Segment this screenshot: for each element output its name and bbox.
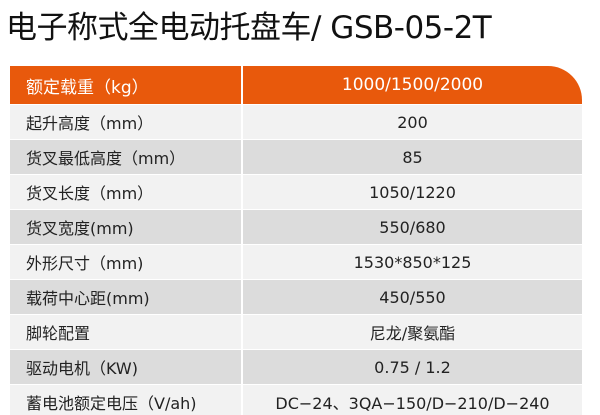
table-row: 货叉宽度(mm) 550/680 — [10, 210, 582, 244]
row-value: 尼龙/聚氨酯 — [243, 315, 582, 349]
table-row: 脚轮配置 尼龙/聚氨酯 — [10, 315, 582, 349]
row-value: 550/680 — [243, 210, 582, 244]
row-label: 驱动电机（KW) — [10, 350, 241, 384]
row-value: 450/550 — [243, 280, 582, 314]
row-value: 200 — [243, 105, 582, 139]
spec-table: 额定载重（kg） 1000/1500/2000 起升高度（mm） 200 货叉最低… — [10, 66, 582, 415]
table-header-row: 额定载重（kg） 1000/1500/2000 — [10, 66, 582, 104]
row-label: 蓄电池额定电压（V/ah) — [10, 385, 241, 415]
table-row: 蓄电池额定电压（V/ah) DC−24、3QA−150/D−210/D−240 — [10, 385, 582, 415]
row-label: 货叉长度（mm） — [10, 175, 241, 209]
row-label: 外形尺寸（mm) — [10, 245, 241, 279]
header-value: 1000/1500/2000 — [243, 66, 582, 104]
table-row: 载荷中心距(mm) 450/550 — [10, 280, 582, 314]
row-value: 0.75 / 1.2 — [243, 350, 582, 384]
row-label: 货叉最低高度（mm） — [10, 140, 241, 174]
row-label: 脚轮配置 — [10, 315, 241, 349]
row-label: 货叉宽度(mm) — [10, 210, 241, 244]
row-label: 载荷中心距(mm) — [10, 280, 241, 314]
row-value: 1530*850*125 — [243, 245, 582, 279]
row-value: 1050/1220 — [243, 175, 582, 209]
table-row: 驱动电机（KW) 0.75 / 1.2 — [10, 350, 582, 384]
row-label: 起升高度（mm） — [10, 105, 241, 139]
table-row: 起升高度（mm） 200 — [10, 105, 582, 139]
table-row: 货叉长度（mm） 1050/1220 — [10, 175, 582, 209]
row-value: 85 — [243, 140, 582, 174]
table-row: 货叉最低高度（mm） 85 — [10, 140, 582, 174]
row-value: DC−24、3QA−150/D−210/D−240 — [243, 385, 582, 415]
table-row: 外形尺寸（mm) 1530*850*125 — [10, 245, 582, 279]
header-label: 额定载重（kg） — [10, 66, 241, 104]
page-title: 电子称式全电动托盘车/ GSB-05-2T — [6, 10, 492, 46]
